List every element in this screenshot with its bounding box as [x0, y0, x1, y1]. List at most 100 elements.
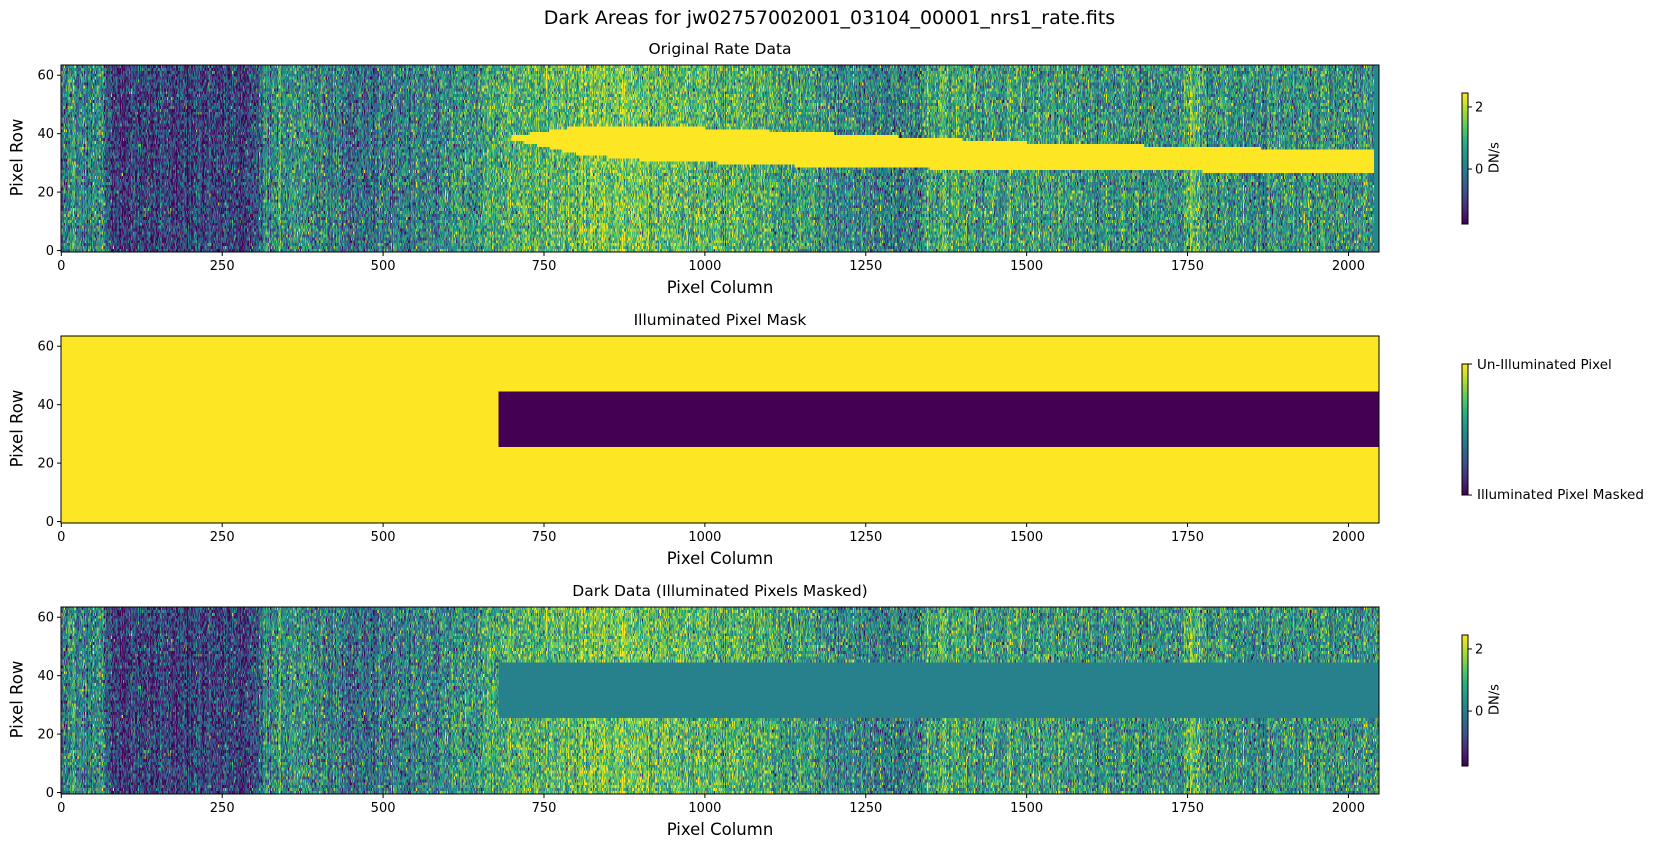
colorbar-segment: [1462, 468, 1468, 470]
colorbar-segment: [1462, 382, 1468, 384]
colorbar-segment: [1462, 388, 1468, 390]
colorbar-segment: [1462, 150, 1468, 152]
colorbar-segment: [1462, 678, 1468, 680]
y-tick-label: 0: [46, 244, 54, 259]
colorbar-segment: [1462, 439, 1468, 441]
panel2-colorbar: [1461, 363, 1472, 496]
colorbar-segment: [1462, 763, 1468, 765]
colorbar-segment: [1462, 434, 1468, 436]
colorbar-segment: [1462, 692, 1468, 694]
colorbar-segment: [1462, 222, 1468, 224]
colorbar-segment: [1462, 636, 1468, 638]
colorbar-segment: [1462, 191, 1468, 193]
colorbar-segment: [1462, 162, 1468, 164]
colorbar-segment: [1462, 414, 1468, 416]
colorbar-segment: [1462, 385, 1468, 387]
colorbar-segment: [1462, 715, 1468, 717]
colorbar-segment: [1462, 661, 1468, 663]
colorbar-segment: [1462, 112, 1468, 114]
colorbar-segment: [1462, 380, 1468, 382]
colorbar-segment: [1462, 493, 1468, 495]
colorbar-segment: [1462, 704, 1468, 706]
colorbar-segment: [1462, 197, 1468, 199]
colorbar-segment: [1462, 435, 1468, 437]
illuminated-mask-heatmap: [61, 336, 1379, 523]
colorbar-segment: [1462, 478, 1468, 480]
colorbar-segment: [1462, 646, 1468, 648]
colorbar-segment: [1462, 178, 1468, 180]
colorbar-segment: [1462, 489, 1468, 491]
colorbar-segment: [1462, 182, 1468, 184]
colorbar-segment: [1462, 762, 1468, 764]
colorbar-segment: [1462, 137, 1468, 139]
y-tick-label: 60: [37, 69, 54, 84]
colorbar-segment: [1462, 721, 1468, 723]
colorbar-segment: [1462, 474, 1468, 476]
colorbar-segment: [1462, 471, 1468, 473]
colorbar-segment: [1462, 404, 1468, 406]
colorbar-segment: [1462, 177, 1468, 179]
colorbar-segment: [1462, 389, 1468, 391]
panel1-colorbar: 02: [1461, 92, 1483, 225]
colorbar-segment: [1462, 133, 1468, 135]
colorbar-segment: [1462, 140, 1468, 142]
colorbar-segment: [1462, 712, 1468, 714]
colorbar-segment: [1462, 184, 1468, 186]
colorbar-segment: [1462, 145, 1468, 147]
colorbar-segment: [1462, 183, 1468, 185]
colorbar-segment: [1462, 655, 1468, 657]
colorbar-segment: [1462, 693, 1468, 695]
x-tick-label: 1250: [849, 530, 882, 545]
colorbar-segment: [1462, 710, 1468, 712]
colorbar-segment: [1462, 465, 1468, 467]
colorbar-segment: [1462, 160, 1468, 162]
x-tick-label: 250: [210, 530, 235, 545]
colorbar-segment: [1462, 139, 1468, 141]
colorbar-segment: [1462, 185, 1468, 187]
colorbar-segment: [1462, 479, 1468, 481]
colorbar-segment: [1462, 416, 1468, 418]
colorbar-segment: [1462, 397, 1468, 399]
colorbar-segment: [1462, 95, 1468, 97]
x-tick-label: 500: [371, 530, 396, 545]
colorbar-segment: [1462, 93, 1468, 95]
colorbar-segment: [1462, 660, 1468, 662]
y-tick-label: 60: [37, 340, 54, 355]
colorbar-segment: [1462, 168, 1468, 170]
colorbar-segment: [1462, 667, 1468, 669]
colorbar-segment: [1462, 384, 1468, 386]
colorbar-segment: [1462, 378, 1468, 380]
colorbar-segment: [1462, 170, 1468, 172]
colorbar-segment: [1462, 445, 1468, 447]
colorbar-segment: [1462, 458, 1468, 460]
colorbar-segment: [1462, 207, 1468, 209]
y-tick-label: 0: [46, 515, 54, 530]
colorbar-segment: [1462, 128, 1468, 130]
colorbar-segment: [1462, 745, 1468, 747]
colorbar-segment: [1462, 751, 1468, 753]
colorbar-segment: [1462, 682, 1468, 684]
colorbar-segment: [1462, 687, 1468, 689]
x-tick-label: 500: [371, 259, 396, 274]
colorbar-segment: [1462, 101, 1468, 103]
colorbar-segment: [1462, 381, 1468, 383]
colorbar-segment: [1462, 179, 1468, 181]
colorbar-segment: [1462, 167, 1468, 169]
colorbar-segment: [1462, 195, 1468, 197]
colorbar-segment: [1462, 761, 1468, 763]
colorbar-segment: [1462, 425, 1468, 427]
colorbar-segment: [1462, 430, 1468, 432]
colorbar-segment: [1462, 760, 1468, 762]
colorbar-segment: [1462, 694, 1468, 696]
colorbar-segment: [1462, 454, 1468, 456]
colorbar-segment: [1462, 148, 1468, 150]
colorbar-segment: [1462, 696, 1468, 698]
colorbar-segment: [1462, 125, 1468, 127]
colorbar-segment: [1462, 104, 1468, 106]
colorbar-segment: [1462, 747, 1468, 749]
colorbar-segment: [1462, 713, 1468, 715]
colorbar-segment: [1462, 429, 1468, 431]
y-tick-label: 40: [37, 398, 54, 413]
colorbar-segment: [1462, 708, 1468, 710]
colorbar-segment: [1462, 448, 1468, 450]
